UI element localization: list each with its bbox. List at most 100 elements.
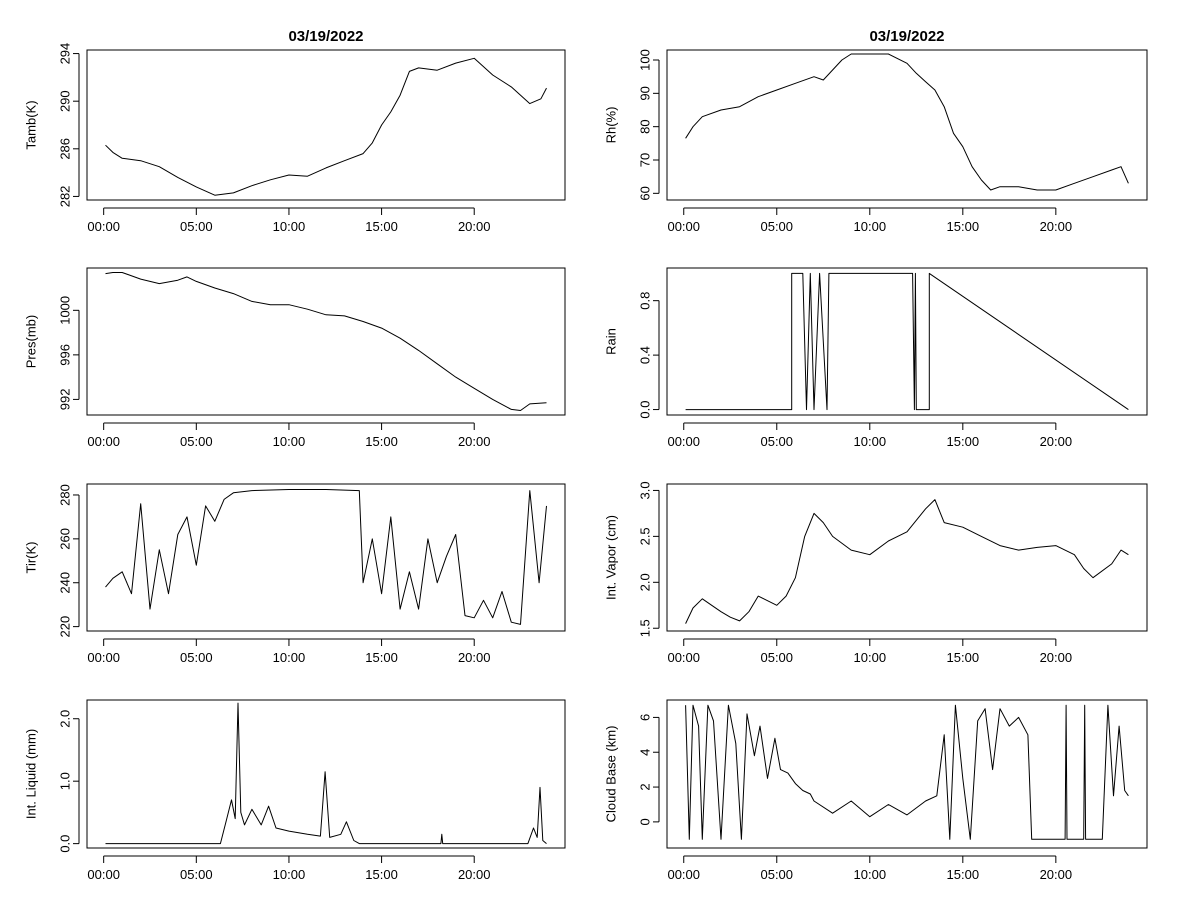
vapor-y-tick-label: 3.0 — [638, 481, 653, 499]
vapor-x-tick-label: 00:00 — [667, 650, 700, 665]
pres-y-tick-label: 996 — [58, 344, 73, 366]
tir-x-tick-label: 00:00 — [87, 650, 120, 665]
rain-x-tick-label: 05:00 — [760, 434, 793, 449]
tir-series-line — [105, 489, 547, 625]
vapor-y-label: Int. Vapor (cm) — [604, 515, 619, 600]
panel-rh: 00:00 05:00 10:00 15:00 20:00 60 70 80 90 100 Rh(%… — [604, 28, 1148, 234]
vapor-x-tick-label: 05:00 — [760, 650, 793, 665]
tamb-y-tick-label: 294 — [58, 43, 73, 65]
liquid-y-tick-label: 2.0 — [58, 710, 73, 728]
rh-y-tick-label: 90 — [638, 86, 653, 100]
rain-y-tick-label: 0.4 — [638, 346, 653, 364]
liquid-x-tick-label: 20:00 — [458, 867, 491, 882]
vapor-y-tick-label: 2.5 — [638, 527, 653, 545]
panel-liquid: 00:00 05:00 10:00 15:00 20:00 0.0 1.0 2.0 Int. L… — [24, 699, 566, 882]
rh-y-tick-label: 100 — [638, 49, 653, 71]
vapor-y-tick-label: 1.5 — [638, 619, 653, 637]
cloudbase-y-label: Cloud Base (km) — [604, 726, 619, 823]
rain-plot-frame — [666, 267, 1148, 416]
rain-x-tick-label: 10:00 — [854, 434, 887, 449]
cloudbase-x-tick-label: 15:00 — [947, 867, 980, 882]
cloudbase-x-tick-label: 05:00 — [760, 867, 793, 882]
cloudbase-y-tick-label: 6 — [638, 714, 653, 721]
tamb-y-tick-label: 290 — [58, 90, 73, 112]
rh-y-tick-label: 70 — [638, 153, 653, 167]
cloudbase-series-line — [685, 704, 1129, 840]
panel-tamb: 00:00 05:00 10:00 15:00 20:00 282 286 290 294 Tam… — [24, 28, 566, 234]
pres-y-tick-label: 1000 — [58, 296, 73, 325]
rh-y-tick-label: 80 — [638, 119, 653, 133]
tir-x-tick-label: 10:00 — [273, 650, 306, 665]
rh-x-tick-label: 00:00 — [667, 219, 700, 234]
tir-y-tick-label: 260 — [58, 528, 73, 550]
rain-y-label: Rain — [604, 328, 619, 355]
pres-x-tick-label: 20:00 — [458, 434, 491, 449]
liquid-y-tick-label: 1.0 — [58, 772, 73, 790]
pres-plot-frame — [86, 267, 566, 416]
panel-pres: 00:00 05:00 10:00 15:00 20:00 992 996 1000 Pres(… — [24, 267, 566, 449]
vapor-plot-frame — [666, 483, 1148, 632]
rain-y-tick-label: 0.0 — [638, 401, 653, 419]
liquid-x-tick-label: 00:00 — [87, 867, 120, 882]
rh-x-tick-label: 15:00 — [947, 219, 980, 234]
rain-x-tick-label: 15:00 — [947, 434, 980, 449]
vapor-y-tick-label: 2.0 — [638, 573, 653, 591]
rh-x-tick-label: 20:00 — [1040, 219, 1073, 234]
vapor-x-tick-label: 15:00 — [947, 650, 980, 665]
vapor-x-tick-label: 10:00 — [854, 650, 887, 665]
pres-x-tick-label: 00:00 — [87, 434, 120, 449]
tir-y-tick-label: 240 — [58, 572, 73, 594]
tamb-title: 03/19/2022 — [288, 28, 363, 45]
rh-x-tick-label: 10:00 — [854, 219, 887, 234]
pres-y-tick-label: 992 — [58, 389, 73, 411]
pres-x-tick-label: 05:00 — [180, 434, 213, 449]
liquid-x-tick-label: 05:00 — [180, 867, 213, 882]
rain-x-tick-label: 20:00 — [1040, 434, 1073, 449]
panel-rain: 00:00 05:00 10:00 15:00 20:00 0.0 0.4 0.8 Rain — [604, 267, 1148, 449]
liquid-plot-frame — [86, 699, 566, 849]
vapor-x-tick-label: 20:00 — [1040, 650, 1073, 665]
tir-y-tick-label: 220 — [58, 616, 73, 638]
liquid-x-tick-label: 15:00 — [365, 867, 398, 882]
tir-plot-frame — [86, 483, 566, 632]
pres-y-label: Pres(mb) — [24, 315, 39, 368]
rh-y-label: Rh(%) — [604, 107, 619, 144]
liquid-x-tick-label: 10:00 — [273, 867, 306, 882]
tamb-x-tick-label: 05:00 — [180, 219, 213, 234]
rh-y-tick-label: 60 — [638, 186, 653, 200]
tamb-y-tick-label: 282 — [58, 186, 73, 208]
tamb-x-tick-label: 00:00 — [87, 219, 120, 234]
rh-series-line — [685, 53, 1129, 191]
liquid-y-tick-label: 0.0 — [58, 835, 73, 853]
cloudbase-x-tick-label: 20:00 — [1040, 867, 1073, 882]
cloudbase-y-tick-label: 2 — [638, 783, 653, 790]
cloudbase-y-tick-label: 0 — [638, 818, 653, 825]
tamb-x-tick-label: 20:00 — [458, 219, 491, 234]
rh-x-tick-label: 05:00 — [760, 219, 793, 234]
tamb-y-label: Tamb(K) — [24, 100, 39, 149]
panel-vapor: 00:00 05:00 10:00 15:00 20:00 1.5 2.0 2.5 3.0 Int… — [604, 481, 1148, 665]
tamb-x-tick-label: 15:00 — [365, 219, 398, 234]
panel-cloudbase: 00:00 05:00 10:00 15:00 20:00 0 2 4 6 Cloud Base … — [604, 699, 1148, 882]
tamb-x-tick-label: 10:00 — [273, 219, 306, 234]
cloudbase-plot-frame — [666, 699, 1148, 849]
rh-title: 03/19/2022 — [869, 28, 944, 45]
pres-series-line — [105, 272, 547, 411]
rain-series-line — [685, 272, 1129, 411]
tir-x-tick-label: 20:00 — [458, 650, 491, 665]
panel-tir: 00:00 05:00 10:00 15:00 20:00 220 240 260 280 Tir… — [24, 483, 566, 665]
pres-x-tick-label: 10:00 — [273, 434, 306, 449]
tamb-y-tick-label: 286 — [58, 138, 73, 160]
cloudbase-x-tick-label: 00:00 — [667, 867, 700, 882]
rain-y-tick-label: 0.8 — [638, 292, 653, 310]
rain-x-tick-label: 00:00 — [667, 434, 700, 449]
tamb-plot-frame — [86, 49, 566, 201]
rh-plot-frame — [666, 49, 1148, 201]
liquid-y-label: Int. Liquid (mm) — [24, 729, 39, 819]
cloudbase-x-tick-label: 10:00 — [854, 867, 887, 882]
tir-y-tick-label: 280 — [58, 484, 73, 506]
tamb-series-line — [105, 57, 547, 196]
tir-y-label: Tir(K) — [24, 541, 39, 573]
vapor-series-line — [685, 499, 1129, 624]
